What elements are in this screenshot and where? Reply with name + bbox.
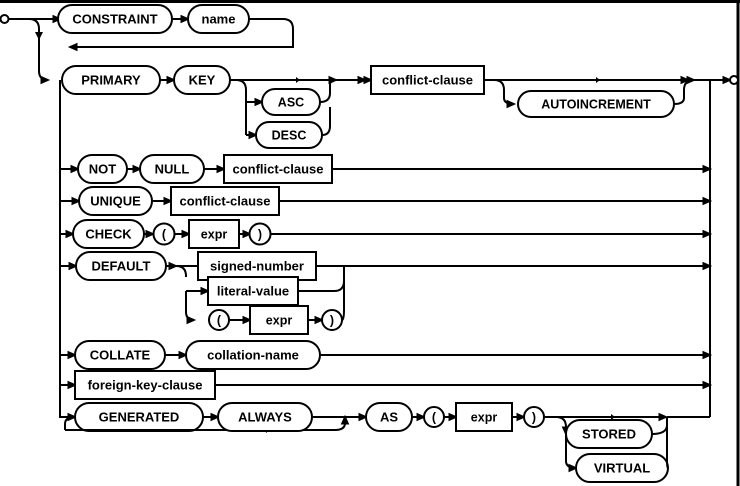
svg-text:foreign-key-clause: foreign-key-clause [88,378,203,393]
svg-text:VIRTUAL: VIRTUAL [594,461,650,476]
svg-text:STORED: STORED [582,427,636,442]
svg-text:): ) [532,411,536,425]
svg-text:conflict-clause: conflict-clause [179,194,270,209]
svg-text:DEFAULT: DEFAULT [92,259,151,274]
svg-text:conflict-clause: conflict-clause [382,73,473,88]
svg-text:ALWAYS: ALWAYS [238,410,292,425]
svg-text:KEY: KEY [189,73,216,88]
svg-text:AS: AS [380,410,398,425]
svg-text:NULL: NULL [155,162,190,177]
svg-text:collation-name: collation-name [207,348,299,363]
svg-text:CONSTRAINT: CONSTRAINT [72,12,157,27]
svg-text:PRIMARY: PRIMARY [81,73,141,88]
svg-text:): ) [330,314,334,328]
svg-text:conflict-clause: conflict-clause [232,162,323,177]
svg-text:DESC: DESC [272,129,307,143]
svg-text:AUTOINCREMENT: AUTOINCREMENT [541,98,651,112]
svg-text:COLLATE: COLLATE [90,348,151,363]
svg-text:signed-number: signed-number [210,259,304,274]
svg-text:expr: expr [201,228,228,242]
svg-text:name: name [202,12,236,27]
svg-text:GENERATED: GENERATED [99,410,180,425]
svg-text:ASC: ASC [278,96,304,110]
svg-text:): ) [258,228,262,242]
svg-text:UNIQUE: UNIQUE [90,194,141,209]
svg-text:literal-value: literal-value [217,284,289,299]
svg-text:expr: expr [471,411,498,425]
svg-text:NOT: NOT [89,162,117,177]
svg-text:CHECK: CHECK [85,227,132,242]
svg-text:expr: expr [266,314,293,328]
